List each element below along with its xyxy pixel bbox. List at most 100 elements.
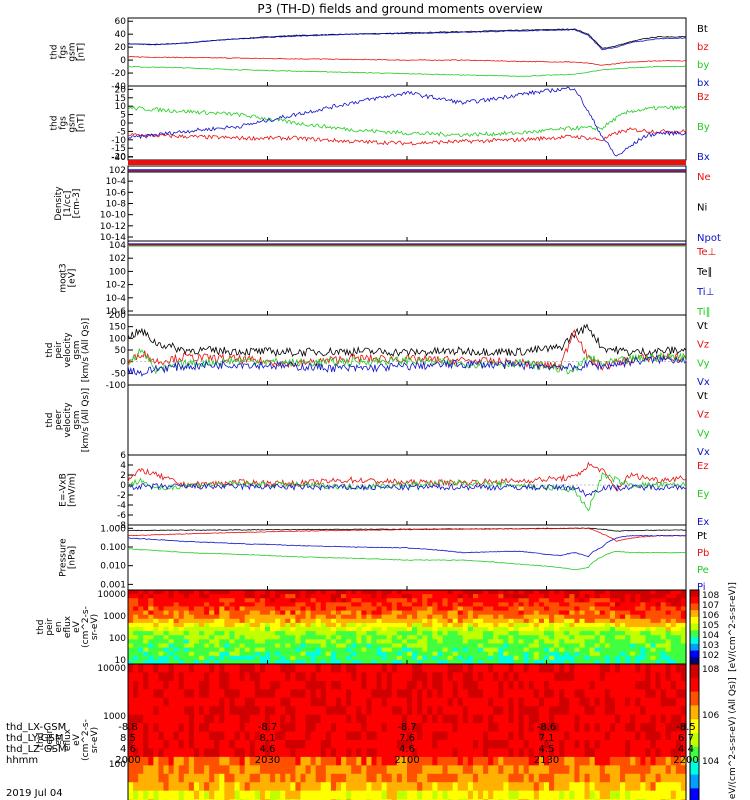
heatmap-cell [305,631,312,636]
heatmap-cell [670,590,677,595]
heatmap-cell [193,689,200,699]
heatmap-cell [335,594,342,599]
heatmap-cell [549,639,555,645]
heatmap-cell [543,606,550,612]
heatmap-cell [335,590,342,595]
heatmap-cell [670,790,677,800]
heatmap-cell [442,627,449,632]
heatmap-cell [660,622,667,628]
heatmap-cell [437,594,444,599]
heatmap-cell [280,590,286,595]
heatmap-cell [554,706,560,716]
heatmap-cell [351,635,357,640]
heatmap-cell [128,618,134,624]
heatmap-cell [604,714,611,724]
heatmap-cell [488,651,494,657]
heatmap-cell [178,606,185,612]
heatmap-cell [614,773,621,783]
heatmap-cell [407,790,413,800]
heatmap-cell [396,655,403,661]
y-tick-label: 0 [120,358,126,368]
heatmap-cell [158,643,165,649]
heatmap-cell [335,790,342,800]
heatmap-cell [305,697,312,707]
heatmap-cell [452,740,459,750]
heatmap-cell [153,651,160,657]
heatmap-cell [472,639,479,645]
heatmap-cell [437,627,444,632]
heatmap-cell [589,773,596,783]
heatmap-cell [300,639,307,645]
heatmap-cell [361,706,368,716]
heatmap-cell [285,756,291,766]
heatmap-cell [153,706,160,716]
heatmap-cell [330,610,337,616]
heatmap-cell [599,723,606,733]
heatmap-cell [518,714,525,724]
heatmap-cell [163,706,170,716]
heatmap-cell [330,773,337,783]
heatmap-cell [209,664,215,674]
heatmap-cell [675,614,682,620]
heatmap-cell [604,706,611,716]
heatmap-cell [209,731,215,741]
heatmap-cell [635,639,641,645]
heatmap-cell [559,689,565,699]
heatmap-cell [128,631,134,636]
heatmap-cell [209,602,215,608]
heatmap-cell [625,618,631,624]
heatmap-cell [366,594,373,599]
heatmap-cell [594,606,601,612]
heatmap-cell [285,639,291,645]
heatmap-cell [153,639,160,645]
heatmap-cell [193,773,200,783]
heatmap-cell [193,680,200,690]
heatmap-cell [498,731,504,741]
heatmap-cell [290,756,296,766]
heatmap-cell [620,748,626,758]
heatmap-cell [533,723,540,733]
heatmap-cell [325,773,332,783]
heatmap-cell [249,756,256,766]
heatmap-cell [574,765,581,775]
heatmap-cell [219,627,225,632]
y-tick-label: -20 [111,153,126,163]
heatmap-cell [645,723,652,733]
heatmap-cell [183,594,190,599]
heatmap-cell [538,598,545,603]
heatmap-cell [158,773,165,783]
heatmap-cell [528,782,535,792]
heatmap-cell [244,594,251,599]
heatmap-cell [513,618,520,624]
heatmap-cell [579,672,586,682]
heatmap-cell [417,590,423,595]
heatmap-cell [472,740,479,750]
heatmap-cell [249,643,256,649]
heatmap-cell [229,659,236,665]
heatmap-cell [472,765,479,775]
heatmap-cell [538,590,545,595]
heatmap-cell [128,756,134,766]
heatmap-cell [472,731,479,741]
heatmap-cell [249,610,256,616]
heatmap-cell [391,598,398,603]
y-axis-label-line: en [54,734,64,745]
heatmap-cell [168,602,175,608]
heatmap-cell [467,651,474,657]
heatmap-cell [422,664,428,674]
heatmap-cell [214,756,220,766]
heatmap-cell [488,664,494,674]
heatmap-cell [513,651,520,657]
heatmap-cell [665,627,672,632]
heatmap-cell [173,618,180,624]
heatmap-cell [417,706,423,716]
legend-Ey: Ey [697,489,709,500]
heatmap-cell [153,697,160,707]
heatmap-cell [295,610,302,616]
heatmap-cell [574,590,581,595]
heatmap-cell [569,723,575,733]
heatmap-cell [285,748,291,758]
heatmap-cell [640,697,647,707]
legend-Ti⊥: Ti⊥ [696,287,714,298]
